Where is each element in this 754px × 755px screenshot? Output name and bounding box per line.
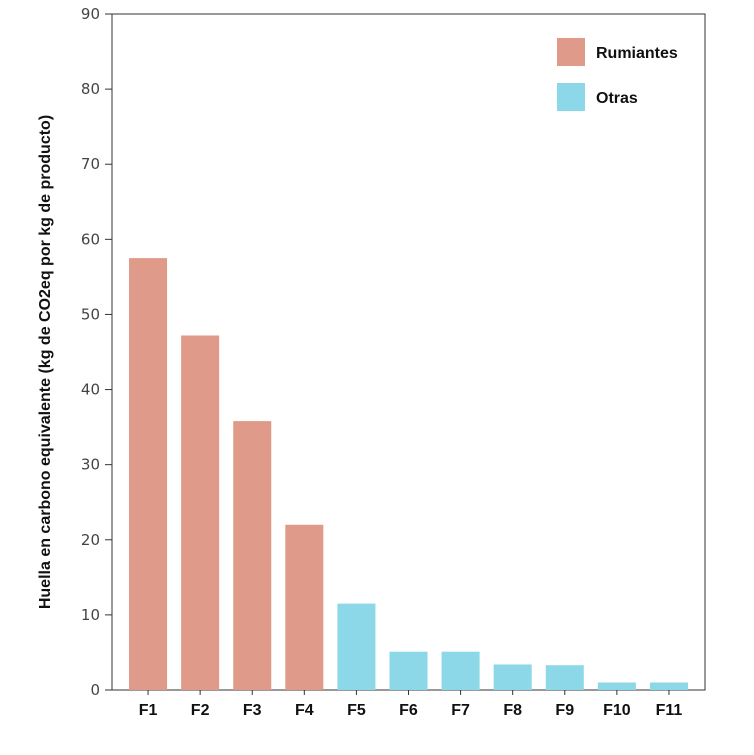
legend-label-otras: Otras [596, 90, 638, 107]
y-tick-label: 0 [90, 681, 100, 699]
x-tick-label-f7: F7 [451, 702, 470, 719]
bar-f11 [649, 682, 688, 690]
x-tick-label-f10: F10 [603, 702, 631, 719]
bar-f7 [441, 651, 480, 690]
y-tick-label: 20 [81, 531, 100, 549]
bar-f4 [285, 524, 324, 690]
bar-f3 [233, 421, 272, 690]
y-tick-label: 60 [81, 230, 100, 248]
y-axis-title: Huella en carbono equivalente (kg de CO2… [37, 115, 54, 609]
bar-f2 [181, 335, 220, 690]
x-axis-labels: F1 F2 F3 F4 F5 F6 F7 F8 F9 F10 F11 [139, 690, 683, 719]
legend-swatch-rumiantes [557, 38, 585, 66]
x-tick-label-f11: F11 [656, 702, 683, 719]
y-tick-label: 30 [81, 456, 100, 474]
legend: Rumiantes Otras [557, 38, 678, 111]
x-tick-label-f9: F9 [555, 702, 574, 719]
x-tick-label-f6: F6 [399, 702, 418, 719]
y-tick-label: 10 [81, 606, 100, 624]
y-tick-label: 50 [81, 305, 100, 323]
legend-label-rumiantes: Rumiantes [596, 45, 678, 62]
bar-f9 [545, 665, 584, 690]
bar-f1 [129, 258, 168, 690]
bar-f10 [597, 682, 636, 690]
legend-swatch-otras [557, 83, 585, 111]
y-tick-label: 90 [81, 5, 100, 23]
y-tick-label: 70 [81, 155, 100, 173]
x-tick-label-f5: F5 [347, 702, 366, 719]
x-tick-label-f4: F4 [295, 702, 314, 719]
x-tick-label-f1: F1 [139, 702, 158, 719]
x-tick-label-f2: F2 [191, 702, 210, 719]
bar-f8 [493, 664, 532, 690]
bar-f6 [389, 651, 428, 690]
bar-f5 [337, 603, 376, 690]
x-tick-label-f3: F3 [243, 702, 262, 719]
y-tick-label: 40 [81, 381, 100, 399]
x-tick-label-f8: F8 [503, 702, 522, 719]
bars [129, 258, 688, 690]
y-axis-ticks: 0 10 20 30 40 50 60 70 80 90 [81, 5, 112, 699]
y-tick-label: 80 [81, 80, 100, 98]
